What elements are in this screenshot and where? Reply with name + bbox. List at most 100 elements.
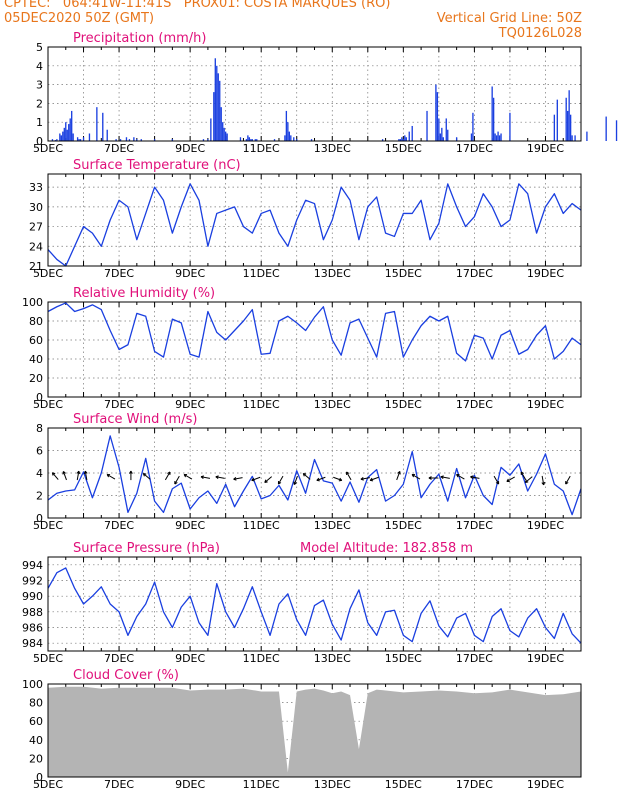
precip-bar [498, 135, 501, 141]
cloud-xtick-label: 9DEC [175, 778, 205, 791]
precip-bar [56, 139, 58, 141]
cloud-frame [47, 683, 582, 778]
precip-bar [247, 135, 249, 141]
temperature-ytick-label: 27 [29, 221, 43, 234]
wind-arrow-head [142, 473, 147, 477]
precip-xtick-label: 5DEC [33, 142, 63, 155]
precip-bar [411, 125, 413, 141]
precip-bar [574, 135, 576, 141]
precip-bar [140, 139, 142, 141]
pressure-xtick-label: 5DEC [33, 652, 63, 665]
humidity-frame [47, 301, 582, 398]
temperature-ytick-label: 33 [29, 181, 43, 194]
wind-arrow [142, 473, 151, 480]
cloud-xtick-label: 17DEC [456, 778, 493, 791]
humidity-line [47, 302, 582, 362]
wind-arrow [264, 476, 273, 483]
precip-bar [401, 137, 403, 141]
precip-bar [399, 139, 402, 141]
wind-arrow-head [440, 475, 444, 480]
precip-bar [497, 131, 499, 141]
precip-bar [491, 86, 493, 141]
precip-bar [214, 58, 216, 141]
precip-bar [494, 133, 496, 141]
pressure-ytick-label: 994 [22, 559, 43, 572]
precip-bar [553, 114, 556, 141]
wind-xtick-label: 13DEC [314, 519, 351, 532]
pressure-ytick-label: 984 [22, 637, 43, 650]
precip-bar [273, 139, 276, 141]
pressure-ytick-label: 992 [22, 575, 43, 588]
precip-bar [125, 137, 128, 141]
precip-bar [217, 73, 219, 141]
wind-xtick-label: 9DEC [175, 519, 205, 532]
precip-bar [202, 139, 205, 141]
wind-xtick-label: 7DEC [104, 519, 134, 532]
wind-arrow [396, 471, 401, 481]
wind-arrow [360, 477, 370, 480]
precip-bar [285, 110, 288, 141]
wind-arrow [316, 476, 326, 481]
precip-bar [605, 116, 607, 141]
wind-arrow-head [360, 476, 364, 481]
wind-xtick-label: 11DEC [243, 519, 280, 532]
humidity-xtick-label: 17DEC [456, 398, 493, 411]
wind-arrow-head [62, 471, 66, 475]
wind-arrow-head [302, 473, 307, 477]
wind-arrow [302, 473, 311, 480]
temperature-xtick-label: 11DEC [243, 267, 280, 280]
temperature-xtick-label: 15DEC [385, 267, 422, 280]
precip-bar [445, 118, 447, 141]
model-altitude-label: Model Altitude: 182.858 m [300, 541, 473, 556]
wind-arrow [76, 471, 80, 481]
wind-xtick-label: 17DEC [456, 519, 493, 532]
precip-bar [398, 139, 400, 141]
cloud-xtick-label: 19DEC [527, 778, 564, 791]
wind-arrow-head [506, 478, 510, 482]
precip-bar [495, 135, 498, 141]
precip-bar [402, 139, 404, 141]
precip-bar [310, 139, 313, 141]
wind-arrow-head [411, 474, 416, 478]
precip-bar [441, 127, 443, 141]
precip-bar [408, 131, 410, 141]
wind-frame [47, 427, 582, 519]
precip-xtick-label: 11DEC [243, 142, 280, 155]
precip-bar [571, 135, 573, 141]
precip-bar [171, 139, 174, 141]
cloud-ytick-label: 40 [29, 734, 43, 747]
pressure-xtick-label: 11DEC [243, 652, 280, 665]
precip-bar [60, 135, 62, 141]
humidity-ytick-label: 40 [29, 353, 43, 366]
precip-bar [106, 129, 108, 141]
humidity-ytick-label: 80 [29, 315, 43, 328]
cloud-ytick-label: 60 [29, 715, 43, 728]
precip-bar [251, 139, 253, 141]
precip-bar [59, 133, 61, 141]
cloud-ytick-label: 80 [29, 697, 43, 710]
pressure-xtick-label: 7DEC [104, 652, 134, 665]
precip-bar [133, 137, 135, 141]
cloud-xtick-label: 11DEC [243, 778, 280, 791]
wind-arrow-head [174, 481, 178, 485]
humidity-xtick-label: 5DEC [33, 398, 63, 411]
wind-arrow-head [264, 479, 268, 483]
wind-arrow [52, 472, 59, 480]
precip-bar [256, 139, 258, 141]
precip-bar [51, 139, 54, 141]
temperature-ytick-label: 21 [29, 260, 43, 273]
precip-bar [71, 110, 73, 141]
header-date: 05DEC2020 50Z (GMT) [4, 11, 155, 26]
wind-arrow [62, 471, 67, 481]
wind-xtick-label: 19DEC [527, 519, 564, 532]
wind-arrow-head [106, 474, 111, 478]
precip-bar [239, 137, 242, 141]
wind-line [47, 435, 582, 516]
precip-bar [62, 131, 64, 141]
precip-bar [72, 133, 74, 141]
precip-bar [455, 137, 458, 141]
humidity-xtick-label: 13DEC [314, 398, 351, 411]
humidity-title: Relative Humidity (%) [73, 286, 215, 301]
cloud-ytick-label: 20 [29, 752, 43, 765]
precip-bar [222, 122, 224, 141]
